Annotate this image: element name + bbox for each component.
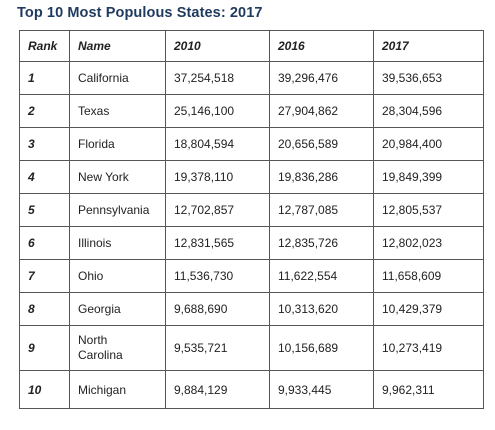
population-2017-cell: 10,429,379 — [373, 292, 484, 326]
page-title: Top 10 Most Populous States: 2017 — [17, 5, 263, 21]
state-name-cell: Michigan — [69, 370, 166, 409]
header-2010: 2010 — [165, 30, 270, 62]
table-row: 7 Ohio 11,536,730 11,622,554 11,658,609 — [19, 259, 484, 293]
population-2016-cell: 9,933,445 — [269, 370, 374, 409]
rank-cell: 3 — [19, 127, 70, 161]
table-row: 10 Michigan 9,884,129 9,933,445 9,962,31… — [19, 370, 484, 409]
population-2016-cell: 12,787,085 — [269, 193, 374, 227]
table-row: 8 Georgia 9,688,690 10,313,620 10,429,37… — [19, 292, 484, 326]
population-2010-cell: 9,688,690 — [165, 292, 270, 326]
population-table: Rank Name 2010 2016 2017 1 California 37… — [19, 30, 484, 409]
rank-cell: 7 — [19, 259, 70, 293]
table-row: 9 North Carolina 9,535,721 10,156,689 10… — [19, 325, 484, 371]
state-name-cell: New York — [69, 160, 166, 194]
population-2010-cell: 37,254,518 — [165, 61, 270, 95]
population-2010-cell: 25,146,100 — [165, 94, 270, 128]
population-2017-cell: 19,849,399 — [373, 160, 484, 194]
population-2017-cell: 9,962,311 — [373, 370, 484, 409]
population-2017-cell: 20,984,400 — [373, 127, 484, 161]
header-rank: Rank — [19, 30, 70, 62]
rank-cell: 5 — [19, 193, 70, 227]
rank-cell: 1 — [19, 61, 70, 95]
state-name-cell: Florida — [69, 127, 166, 161]
rank-cell: 10 — [19, 370, 70, 409]
rank-cell: 8 — [19, 292, 70, 326]
population-2016-cell: 27,904,862 — [269, 94, 374, 128]
population-2016-cell: 12,835,726 — [269, 226, 374, 260]
state-name-cell: Illinois — [69, 226, 166, 260]
population-2017-cell: 28,304,596 — [373, 94, 484, 128]
table-header-row: Rank Name 2010 2016 2017 — [19, 30, 484, 62]
population-2010-cell: 12,831,565 — [165, 226, 270, 260]
state-name-cell: Texas — [69, 94, 166, 128]
state-name-cell: California — [69, 61, 166, 95]
header-2017: 2017 — [373, 30, 484, 62]
state-name-cell: Ohio — [69, 259, 166, 293]
rank-cell: 4 — [19, 160, 70, 194]
population-2010-cell: 18,804,594 — [165, 127, 270, 161]
population-2010-cell: 9,884,129 — [165, 370, 270, 409]
population-2017-cell: 10,273,419 — [373, 325, 484, 371]
table-row: 3 Florida 18,804,594 20,656,589 20,984,4… — [19, 127, 484, 161]
population-2016-cell: 39,296,476 — [269, 61, 374, 95]
state-name-cell: Georgia — [69, 292, 166, 326]
table-row: 2 Texas 25,146,100 27,904,862 28,304,596 — [19, 94, 484, 128]
table-row: 4 New York 19,378,110 19,836,286 19,849,… — [19, 160, 484, 194]
rank-cell: 2 — [19, 94, 70, 128]
table-row: 5 Pennsylvania 12,702,857 12,787,085 12,… — [19, 193, 484, 227]
population-2017-cell: 11,658,609 — [373, 259, 484, 293]
population-2017-cell: 12,802,023 — [373, 226, 484, 260]
population-2010-cell: 19,378,110 — [165, 160, 270, 194]
population-2010-cell: 9,535,721 — [165, 325, 270, 371]
state-name-cell: Pennsylvania — [69, 193, 166, 227]
population-2016-cell: 20,656,589 — [269, 127, 374, 161]
population-2016-cell: 19,836,286 — [269, 160, 374, 194]
rank-cell: 6 — [19, 226, 70, 260]
table-row: 1 California 37,254,518 39,296,476 39,53… — [19, 61, 484, 95]
population-2016-cell: 11,622,554 — [269, 259, 374, 293]
population-2010-cell: 12,702,857 — [165, 193, 270, 227]
header-2016: 2016 — [269, 30, 374, 62]
population-2016-cell: 10,313,620 — [269, 292, 374, 326]
header-name: Name — [69, 30, 166, 62]
table-row: 6 Illinois 12,831,565 12,835,726 12,802,… — [19, 226, 484, 260]
state-name-label: North Carolina — [78, 333, 123, 362]
state-name-cell: North Carolina — [69, 325, 166, 371]
population-2017-cell: 39,536,653 — [373, 61, 484, 95]
population-2017-cell: 12,805,537 — [373, 193, 484, 227]
population-2016-cell: 10,156,689 — [269, 325, 374, 371]
population-2010-cell: 11,536,730 — [165, 259, 270, 293]
rank-cell: 9 — [19, 325, 70, 371]
